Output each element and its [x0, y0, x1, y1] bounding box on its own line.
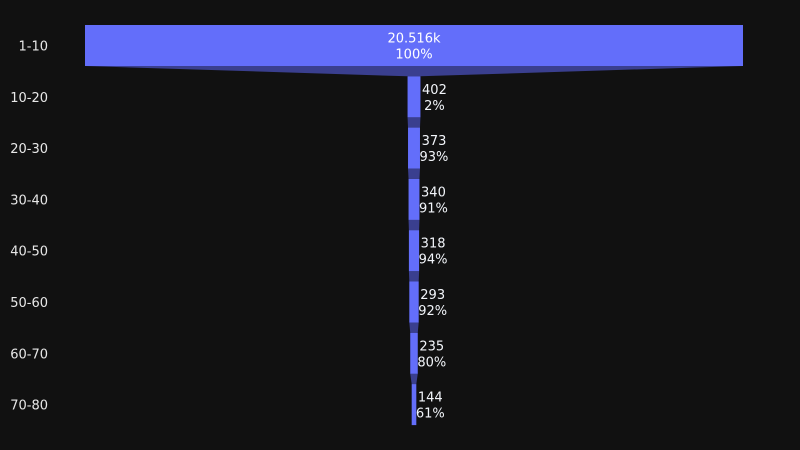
- category-axis: 1-10 10-20 20-30 30-40 40-50 50-60 60-70 70-80: [10, 40, 48, 414]
- category-tick-label: 40-50: [10, 245, 48, 260]
- funnel-connector: [408, 168, 420, 179]
- funnel-connector: [407, 117, 421, 128]
- bar-value-label: 235: [419, 339, 444, 354]
- category-tick-label: 50-60: [10, 296, 48, 311]
- bar-value-label: 20.516k: [387, 32, 440, 47]
- bar-value-label: 402: [422, 83, 447, 98]
- bar-percent-label: 80%: [417, 355, 446, 370]
- bar-percent-label: 61%: [416, 407, 445, 422]
- category-tick-label: 10-20: [10, 91, 48, 106]
- funnel-bar: [408, 178, 420, 220]
- bar-layer: [85, 25, 743, 426]
- category-tick-label: 60-70: [10, 347, 48, 362]
- funnel-bar: [409, 281, 419, 323]
- bar-value-label: 144: [418, 391, 443, 406]
- funnel-bar: [411, 384, 417, 426]
- funnel-bar: [410, 332, 418, 374]
- funnel-connector: [408, 271, 420, 282]
- category-tick-label: 1-10: [18, 40, 48, 55]
- category-tick-label: 20-30: [10, 142, 48, 157]
- bar-value-label: 373: [422, 134, 447, 149]
- category-tick-label: 30-40: [10, 193, 48, 208]
- funnel-bar: [408, 230, 420, 272]
- bar-value-label: 293: [420, 288, 445, 303]
- bar-percent-label: 2%: [424, 99, 445, 114]
- bar-value-label: 340: [421, 185, 446, 200]
- category-tick-label: 70-80: [10, 399, 48, 414]
- funnel-bar: [408, 127, 420, 169]
- bar-percent-label: 92%: [418, 304, 447, 319]
- funnel-connector: [408, 219, 420, 231]
- bar-percent-label: 93%: [420, 150, 449, 165]
- bar-percent-label: 91%: [419, 201, 448, 216]
- funnel-bar: [407, 76, 421, 118]
- bar-percent-label: 100%: [395, 48, 432, 63]
- bar-value-label: 318: [421, 237, 446, 252]
- funnel-connector: [409, 322, 419, 333]
- funnel-bar: [85, 25, 743, 66]
- bar-percent-label: 94%: [419, 253, 448, 268]
- connector-layer: [85, 66, 743, 385]
- funnel-connector: [85, 66, 743, 77]
- funnel-connector: [410, 373, 418, 385]
